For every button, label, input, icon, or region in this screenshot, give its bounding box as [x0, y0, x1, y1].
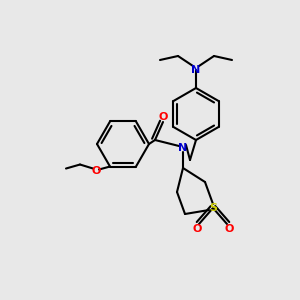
Text: O: O [91, 166, 101, 176]
Text: O: O [192, 224, 202, 234]
Text: O: O [158, 112, 168, 122]
Text: S: S [209, 203, 217, 213]
Text: O: O [224, 224, 234, 234]
Text: N: N [191, 65, 201, 75]
Text: N: N [178, 143, 188, 153]
